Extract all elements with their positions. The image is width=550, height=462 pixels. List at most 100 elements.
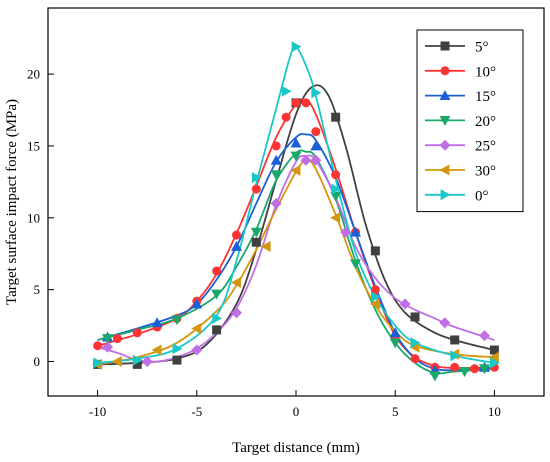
data-point <box>191 344 203 356</box>
data-point <box>429 371 441 382</box>
data-point <box>459 367 471 378</box>
legend: 5° 10° 15° 20° 25° 30° 0° <box>416 29 524 213</box>
legend-label: 0° <box>475 188 489 204</box>
series-line <box>97 154 495 363</box>
data-point <box>301 98 311 108</box>
legend-label: 15° <box>475 89 496 105</box>
data-point <box>479 364 490 375</box>
data-point <box>489 345 499 355</box>
data-point <box>151 344 162 356</box>
data-point <box>281 85 292 97</box>
data-point <box>370 246 380 256</box>
y-tick-label: 10 <box>27 210 40 225</box>
data-point <box>290 151 302 162</box>
data-point <box>369 298 380 310</box>
data-point <box>191 323 202 334</box>
data-point <box>260 241 271 252</box>
legend-marker <box>440 66 450 76</box>
data-point <box>271 141 281 151</box>
axis-ticks: -10 -5 0 5 10 0 5 10 15 20 <box>27 67 501 419</box>
legend-marker <box>440 189 451 201</box>
data-point <box>281 112 291 122</box>
data-point <box>310 140 322 151</box>
data-point <box>290 164 301 176</box>
data-point <box>410 337 421 349</box>
data-point <box>212 266 222 276</box>
data-point <box>290 137 302 148</box>
legend-label: 5° <box>475 40 489 56</box>
data-point <box>102 334 113 344</box>
data-point <box>251 184 261 194</box>
data-point <box>172 343 183 355</box>
data-point <box>212 325 222 335</box>
series-line <box>97 149 495 375</box>
legend-marker <box>439 90 451 100</box>
data-point <box>389 327 401 338</box>
data-point <box>191 298 203 309</box>
data-point <box>231 307 242 319</box>
data-point <box>93 341 103 351</box>
data-point <box>370 285 380 295</box>
data-point <box>331 170 341 180</box>
y-tick-label: 20 <box>27 67 40 82</box>
data-point <box>251 172 262 184</box>
data-point <box>212 312 223 324</box>
data-point <box>231 230 241 240</box>
data-point <box>151 317 163 328</box>
y-axis-title: Target surface impact force (MPa) <box>4 99 20 305</box>
data-point <box>331 112 341 122</box>
x-tick-label: 5 <box>392 404 399 419</box>
x-tick-label: -5 <box>191 404 202 419</box>
y-tick-label: 5 <box>34 282 41 297</box>
data-point <box>331 183 342 195</box>
data-point <box>171 315 183 326</box>
legend-label: 20° <box>475 114 496 130</box>
data-point <box>330 191 342 202</box>
legend-label: 30° <box>475 164 496 180</box>
data-point <box>450 362 460 372</box>
x-tick-label: 0 <box>293 404 300 419</box>
data-point <box>371 291 381 303</box>
data-point <box>112 334 122 344</box>
data-point <box>231 277 241 288</box>
data-point <box>439 317 451 329</box>
data-point <box>311 87 322 99</box>
legend-marker <box>439 164 450 176</box>
data-point <box>102 341 113 353</box>
data-point <box>300 154 312 166</box>
legend-marker <box>440 41 450 51</box>
legend-marker <box>439 139 451 151</box>
data-point <box>450 350 461 362</box>
data-point <box>311 127 321 137</box>
data-point <box>250 227 262 238</box>
data-point <box>291 98 301 108</box>
data-point <box>132 359 142 369</box>
series-markers <box>92 41 500 382</box>
data-point <box>479 330 490 342</box>
data-point <box>111 356 122 367</box>
x-axis-title: Target distance (mm) <box>232 440 360 456</box>
data-point <box>132 354 143 366</box>
data-point <box>330 212 341 224</box>
data-point <box>291 41 302 53</box>
data-point <box>350 259 361 270</box>
legend-marker <box>439 116 451 126</box>
y-tick-label: 0 <box>34 354 41 369</box>
data-point <box>172 355 182 365</box>
y-tick-label: 15 <box>27 138 40 153</box>
data-point <box>340 226 352 238</box>
data-point <box>141 356 153 367</box>
x-tick-label: -10 <box>89 404 106 419</box>
data-point <box>132 328 142 338</box>
data-point <box>488 351 499 363</box>
legend-label: 10° <box>475 64 496 80</box>
legend-label: 25° <box>475 139 496 155</box>
data-point <box>270 170 282 181</box>
data-point <box>231 241 242 251</box>
data-point <box>350 226 361 237</box>
data-point <box>490 357 500 369</box>
data-point <box>270 197 282 209</box>
data-point <box>251 237 261 247</box>
data-point <box>270 154 282 165</box>
